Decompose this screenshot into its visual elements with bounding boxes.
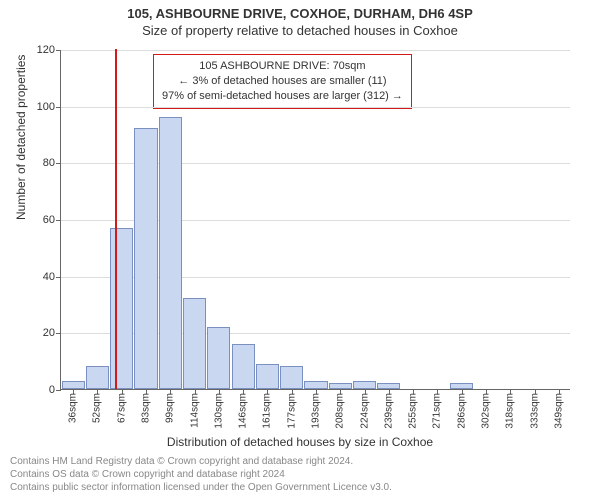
y-tick-label: 120	[37, 44, 61, 56]
x-tick-label: 99sqm	[165, 389, 176, 423]
y-tick-label: 80	[43, 157, 61, 169]
x-tick-label: 177sqm	[286, 389, 297, 429]
info-box: 105 ASHBOURNE DRIVE: 70sqm ← 3% of detac…	[153, 54, 412, 109]
y-tick-label: 20	[43, 327, 61, 339]
x-tick-label: 208sqm	[335, 389, 346, 429]
y-axis-label: Number of detached properties	[14, 55, 28, 220]
x-axis-label: Distribution of detached houses by size …	[0, 435, 600, 449]
x-tick-label: 193sqm	[311, 389, 322, 429]
y-tick-label: 0	[49, 384, 61, 396]
marker-line	[115, 49, 117, 389]
x-tick-label: 349sqm	[553, 389, 564, 429]
page-subtitle: Size of property relative to detached ho…	[0, 21, 600, 40]
footer: Contains HM Land Registry data © Crown c…	[10, 455, 392, 494]
x-tick-label: 302sqm	[481, 389, 492, 429]
y-tick-label: 40	[43, 271, 61, 283]
footer-line2: Contains OS data © Crown copyright and d…	[10, 468, 392, 481]
histogram-bar	[232, 344, 255, 389]
histogram-bar	[304, 381, 327, 390]
grid-line	[61, 50, 570, 51]
x-tick-label: 318sqm	[505, 389, 516, 429]
y-tick-label: 100	[37, 101, 61, 113]
histogram-bar	[110, 228, 133, 390]
histogram-bar	[134, 128, 157, 389]
info-box-line3: 97% of semi-detached houses are larger (…	[162, 89, 403, 104]
histogram-bar	[159, 117, 182, 389]
footer-line1: Contains HM Land Registry data © Crown c…	[10, 455, 392, 468]
histogram-bar	[62, 381, 85, 390]
x-tick-label: 255sqm	[408, 389, 419, 429]
x-tick-label: 239sqm	[383, 389, 394, 429]
x-tick-label: 271sqm	[432, 389, 443, 429]
histogram-bar	[353, 381, 376, 390]
x-tick-label: 36sqm	[68, 389, 79, 423]
histogram-bar	[86, 366, 109, 389]
histogram-bar	[280, 366, 303, 389]
x-tick-label: 130sqm	[213, 389, 224, 429]
info-box-line2: ← 3% of detached houses are smaller (11)	[162, 74, 403, 89]
histogram-chart: 105 ASHBOURNE DRIVE: 70sqm ← 3% of detac…	[60, 50, 570, 390]
x-tick-label: 67sqm	[116, 389, 127, 423]
page-title: 105, ASHBOURNE DRIVE, COXHOE, DURHAM, DH…	[0, 0, 600, 21]
x-tick-label: 333sqm	[529, 389, 540, 429]
histogram-bar	[207, 327, 230, 389]
x-tick-label: 286sqm	[456, 389, 467, 429]
x-tick-label: 83sqm	[141, 389, 152, 423]
y-tick-label: 60	[43, 214, 61, 226]
x-tick-label: 161sqm	[262, 389, 273, 429]
histogram-bar	[183, 298, 206, 389]
x-tick-label: 52sqm	[92, 389, 103, 423]
x-tick-label: 224sqm	[359, 389, 370, 429]
info-box-line1: 105 ASHBOURNE DRIVE: 70sqm	[162, 59, 403, 74]
footer-line3: Contains public sector information licen…	[10, 481, 392, 494]
grid-line	[61, 107, 570, 108]
x-tick-label: 146sqm	[238, 389, 249, 429]
x-tick-label: 114sqm	[189, 389, 200, 428]
histogram-bar	[256, 364, 279, 390]
